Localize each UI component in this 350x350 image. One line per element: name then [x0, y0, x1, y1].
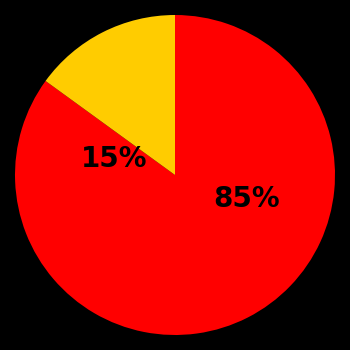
Text: 85%: 85% [214, 185, 280, 213]
Wedge shape [46, 15, 175, 175]
Text: 15%: 15% [81, 145, 147, 173]
Wedge shape [15, 15, 335, 335]
